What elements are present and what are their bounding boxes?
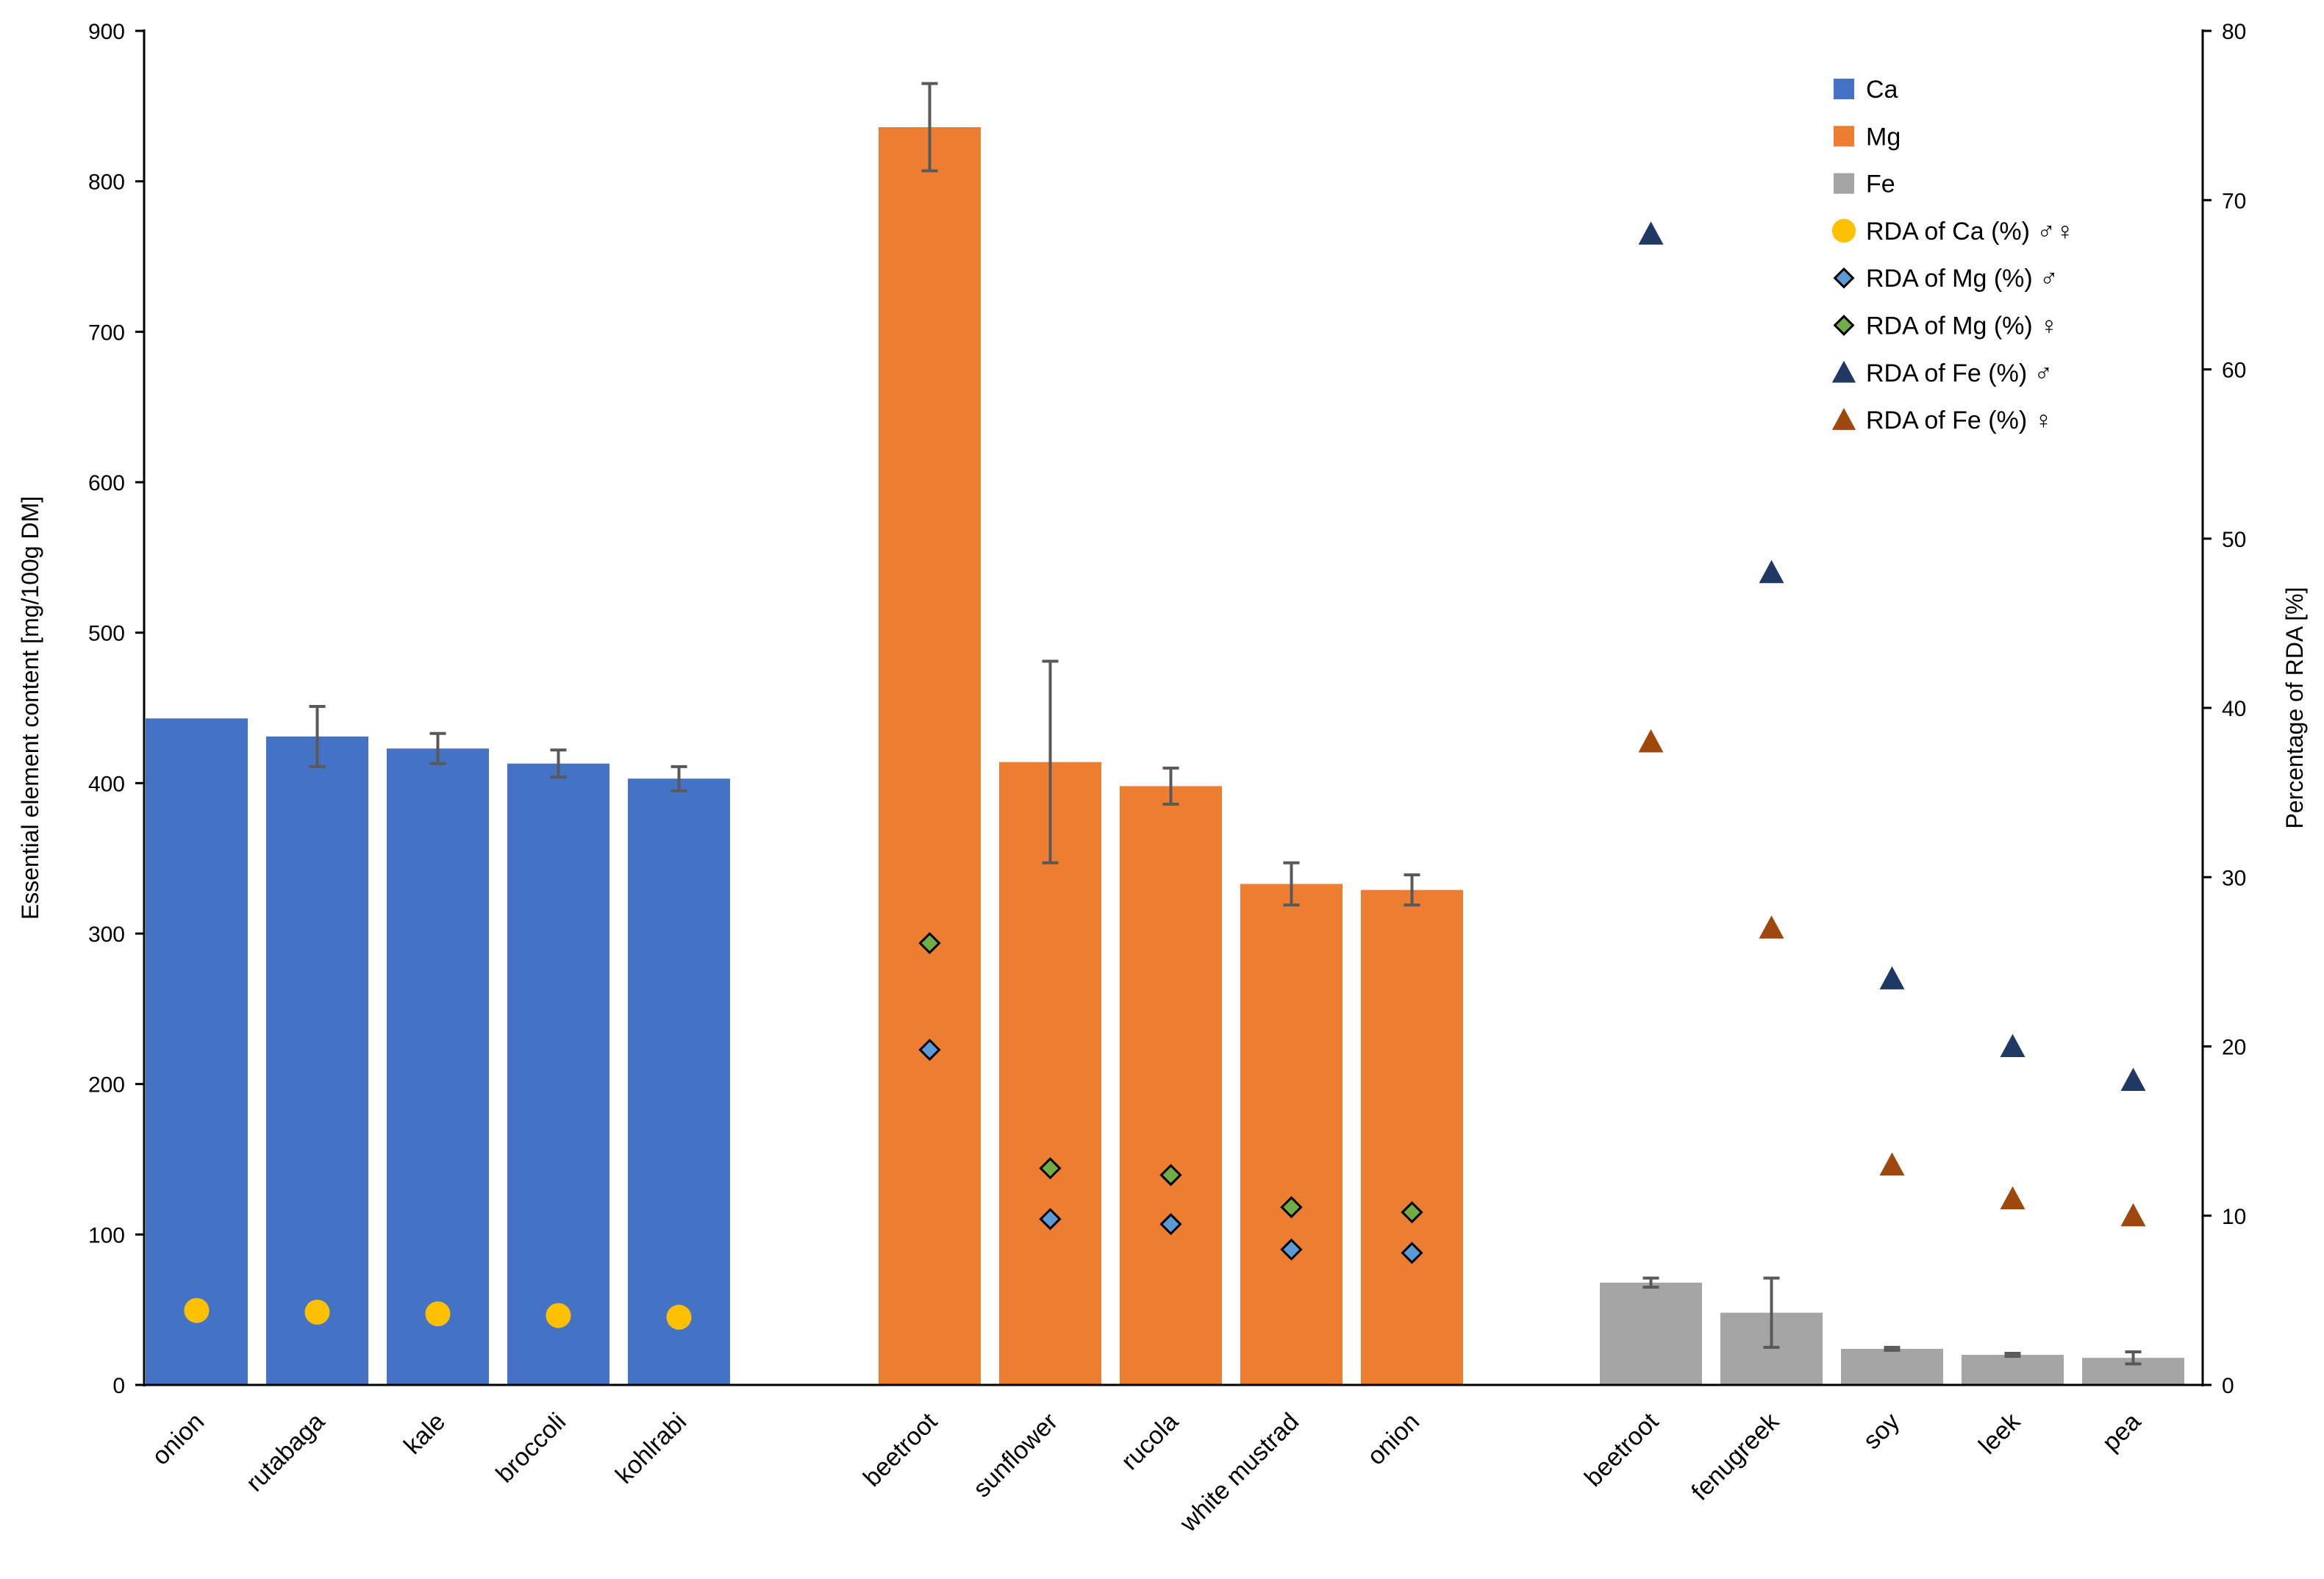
y-tick-label-left-200: 200	[88, 1073, 125, 1098]
rda-marker-rda-of-fe-fenugreek	[1759, 915, 1784, 939]
rda-marker-rda-of-mg-rucola	[1159, 1164, 1182, 1186]
rda-marker-rda-of-mg-sunflower	[1039, 1157, 1062, 1180]
legend-label-fe: Fe	[1866, 171, 1895, 198]
legend-marker-mg	[1834, 126, 1854, 147]
y-tick-label-left-500: 500	[88, 622, 125, 646]
rda-marker-rda-of-fe-fenugreek	[1759, 559, 1784, 584]
bar-fe-leek	[1962, 1355, 2064, 1385]
y-tick-label-left-900: 900	[88, 20, 125, 44]
rda-marker-rda-of-mg-onion	[1401, 1242, 1423, 1264]
y-tick-label-left-300: 300	[88, 923, 125, 947]
y-tick-label-right-10: 10	[2222, 1205, 2246, 1229]
bar-mg-onion	[1361, 889, 1463, 1385]
rda-marker-rda-of-mg-white-mustrad	[1280, 1238, 1303, 1261]
y-tick-label-left-0: 0	[112, 1374, 125, 1398]
rda-marker-rda-of-ca-onion	[184, 1297, 210, 1323]
legend-label-rda-of-ca: RDA of Ca (%) ♂♀	[1866, 218, 2074, 246]
bars-layer	[146, 126, 2184, 1385]
bar-mg-rucola	[1120, 786, 1222, 1385]
bar-ca-broccoli	[507, 763, 609, 1385]
legend-label-rda-of-fe: RDA of Fe (%) ♀	[1866, 407, 2053, 434]
legend-marker-rda-of-fe	[1831, 360, 1856, 383]
y-tick-label-right-0: 0	[2222, 1374, 2234, 1398]
rda-marker-rda-of-ca-rutabaga	[304, 1299, 330, 1325]
rda-marker-rda-of-fe-beetroot	[1638, 221, 1664, 245]
y-tick-label-right-30: 30	[2222, 866, 2246, 890]
y-tick-label-left-600: 600	[88, 471, 125, 495]
rda-marker-rda-of-mg-beetroot	[918, 931, 941, 955]
error-bars-layer	[309, 82, 2142, 1366]
rda-marker-rda-of-fe-soy	[1879, 966, 1905, 989]
legend-label-mg: Mg	[1866, 123, 1901, 151]
rda-marker-rda-of-mg-sunflower	[1039, 1208, 1062, 1231]
y-tick-label-left-800: 800	[88, 171, 125, 195]
legend-marker-rda-of-fe	[1831, 407, 1856, 430]
rda-marker-rda-of-mg-onion	[1401, 1201, 1423, 1224]
rda-marker-rda-of-mg-rucola	[1159, 1213, 1182, 1236]
legend-marker-rda-of-mg	[1833, 267, 1855, 289]
bar-mg-white-mustrad	[1240, 884, 1342, 1385]
y-axis-title-right: Percentage of RDA [%]	[2281, 587, 2308, 828]
rda-marker-rda-of-mg-white-mustrad	[1280, 1196, 1303, 1219]
y-axis-title-left: Essential element content [mg/100g DM]	[17, 496, 43, 920]
rda-marker-rda-of-ca-kohlrabi	[666, 1304, 692, 1330]
y-tick-label-right-20: 20	[2222, 1036, 2246, 1060]
y-tick-label-right-60: 60	[2222, 359, 2246, 383]
bar-fe-beetroot	[1600, 1282, 1702, 1385]
rda-marker-rda-of-ca-kale	[425, 1301, 451, 1327]
y-tick-label-right-70: 70	[2222, 189, 2246, 213]
legend-marker-rda-of-mg	[1833, 315, 1855, 336]
bar-ca-kohlrabi	[628, 778, 730, 1385]
legend-label-ca: Ca	[1866, 76, 1898, 104]
bar-mg-sunflower	[999, 762, 1101, 1385]
rda-marker-rda-of-mg-beetroot	[918, 1038, 941, 1061]
rda-marker-rda-of-fe-beetroot	[1638, 729, 1664, 753]
bar-fe-soy	[1841, 1348, 1943, 1385]
legend-marker-fe	[1834, 173, 1854, 194]
legend-label-rda-of-mg: RDA of Mg (%) ♂	[1866, 265, 2059, 293]
rda-marker-rda-of-ca-broccoli	[546, 1303, 571, 1328]
rda-marker-rda-of-fe-pea	[2120, 1067, 2146, 1091]
legend-label-rda-of-mg: RDA of Mg (%) ♀	[1866, 312, 2059, 340]
rda-marker-rda-of-fe-pea	[2120, 1203, 2146, 1227]
bar-ca-kale	[387, 748, 489, 1385]
y-tick-label-right-40: 40	[2222, 697, 2246, 721]
legend-label-rda-of-fe: RDA of Fe (%) ♂	[1866, 359, 2053, 387]
axes-layer	[135, 29, 2212, 1386]
y-tick-label-right-80: 80	[2222, 20, 2246, 44]
legend-marker-rda-of-ca	[1831, 218, 1856, 243]
rda-markers-layer	[184, 221, 2146, 1330]
bar-ca-onion	[146, 718, 248, 1385]
y-tick-label-left-700: 700	[88, 321, 125, 345]
y-tick-label-left-400: 400	[88, 772, 125, 796]
y-tick-label-right-50: 50	[2222, 528, 2246, 552]
y-tick-label-left-100: 100	[88, 1223, 125, 1247]
rda-marker-rda-of-fe-leek	[2000, 1034, 2026, 1057]
legend-marker-ca	[1834, 79, 1854, 99]
bar-mg-beetroot	[879, 126, 981, 1385]
rda-marker-rda-of-fe-leek	[2000, 1186, 2026, 1210]
legend: Ca Mg Fe RDA of Ca (%) ♂♀ RDA of Mg (%) ♂ RDA…	[1831, 76, 2074, 434]
rda-marker-rda-of-fe-soy	[1879, 1152, 1905, 1176]
bar-ca-rutabaga	[266, 736, 368, 1385]
